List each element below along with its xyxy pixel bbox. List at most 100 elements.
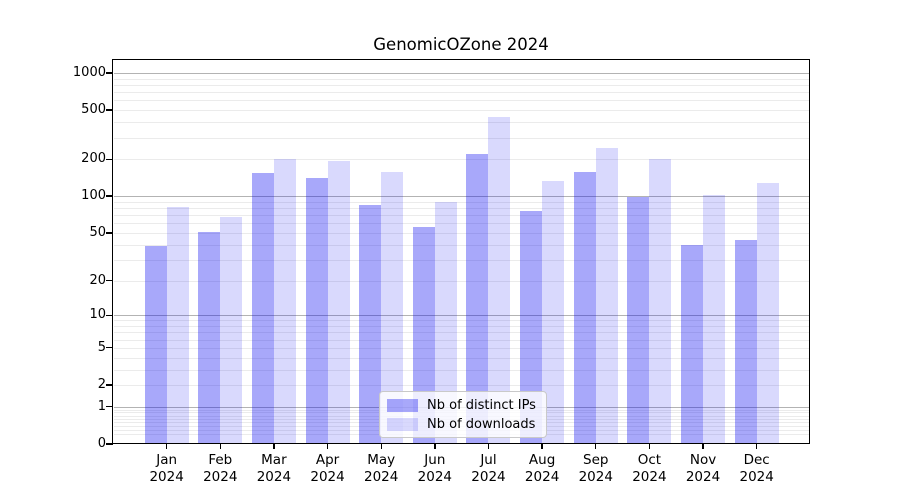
gridline-minor <box>113 326 809 327</box>
gridline-minor <box>113 208 809 210</box>
x-tick-label: Nov 2024 <box>685 452 721 485</box>
bar-distinct-ips <box>359 205 382 444</box>
bar-distinct-ips <box>198 231 221 444</box>
bar-downloads <box>649 159 672 444</box>
y-tick-mark <box>106 347 113 349</box>
y-tick-mark <box>106 195 113 197</box>
y-tick-label: 1 <box>97 398 106 414</box>
gridline-minor <box>113 137 809 139</box>
gridline-minor <box>113 357 809 359</box>
bar-downloads <box>542 181 565 444</box>
x-tick-mark <box>541 444 543 449</box>
legend: Nb of distinct IPs Nb of downloads <box>379 391 547 438</box>
chart-title: GenomicOZone 2024 <box>373 35 549 54</box>
x-tick-mark <box>487 444 490 449</box>
bar-downloads <box>273 158 296 444</box>
gridline-major <box>113 315 809 317</box>
legend-swatch-distinct-ips <box>387 399 418 412</box>
x-tick-mark <box>434 444 436 449</box>
x-tick-label: Dec 2024 <box>739 452 774 485</box>
gridline-minor <box>113 100 809 102</box>
bar-distinct-ips <box>466 154 489 444</box>
y-tick-mark <box>106 279 113 282</box>
gridline-minor <box>113 84 809 86</box>
gridline-minor <box>113 369 809 371</box>
bar-downloads <box>381 172 404 444</box>
gridline-minor <box>113 92 809 94</box>
legend-item-downloads: Nb of downloads <box>387 415 546 434</box>
y-tick-label: 50 <box>89 224 106 240</box>
y-tick-label: 500 <box>81 102 106 118</box>
x-tick-mark <box>380 444 382 449</box>
y-tick-mark <box>106 314 113 316</box>
legend-label-downloads: Nb of downloads <box>427 417 536 432</box>
y-tick-label: 100 <box>81 188 106 204</box>
bar-downloads <box>488 117 511 444</box>
x-tick-mark <box>595 444 597 449</box>
gridline-minor <box>113 332 809 334</box>
gridline-minor <box>113 280 809 282</box>
x-tick-label: Jun 2024 <box>417 452 452 485</box>
legend-item-distinct-ips: Nb of distinct IPs <box>387 396 546 415</box>
gridline-minor <box>113 232 809 234</box>
gridline-minor <box>113 339 809 341</box>
x-tick-label: Apr 2024 <box>310 452 345 485</box>
x-tick-label: Sep 2024 <box>578 452 613 485</box>
bar-downloads <box>327 161 350 444</box>
y-tick-mark <box>106 158 113 160</box>
gridline-minor <box>113 385 809 386</box>
gridline-minor <box>113 223 809 225</box>
bar-downloads <box>434 201 457 444</box>
gridline-minor <box>113 110 809 112</box>
legend-swatch-downloads <box>387 418 418 431</box>
x-tick-mark <box>326 444 329 449</box>
gridline-minor <box>113 78 809 80</box>
x-tick-label: May 2024 <box>364 452 399 485</box>
bar-distinct-ips <box>305 177 328 444</box>
x-tick-label: Oct 2024 <box>632 452 667 485</box>
x-tick-mark <box>165 444 168 449</box>
x-tick-mark <box>702 444 704 449</box>
bar-downloads <box>756 183 779 444</box>
bar-downloads <box>703 195 726 444</box>
x-tick-mark <box>273 444 275 449</box>
bar-distinct-ips <box>251 172 274 444</box>
gridline-minor <box>113 347 809 349</box>
y-tick-mark <box>106 72 113 74</box>
y-tick-mark <box>106 232 113 234</box>
gridline-minor <box>113 201 809 203</box>
bar-distinct-ips <box>412 226 435 444</box>
y-tick-label: 200 <box>81 151 106 167</box>
x-tick-label: Jul 2024 <box>471 452 506 485</box>
bar-distinct-ips <box>681 244 704 444</box>
gridline-minor <box>113 159 809 161</box>
x-tick-mark <box>648 444 651 449</box>
y-tick-label: 10 <box>89 307 106 323</box>
x-tick-label: Mar 2024 <box>256 452 292 485</box>
y-tick-mark <box>106 384 113 386</box>
legend-label-distinct-ips: Nb of distinct IPs <box>427 398 536 413</box>
y-tick-mark <box>106 109 113 111</box>
gridline-minor <box>113 320 809 322</box>
bar-distinct-ips <box>144 245 167 444</box>
x-tick-mark <box>219 444 221 449</box>
x-tick-label: Aug 2024 <box>524 452 560 485</box>
bar-downloads <box>166 207 189 444</box>
bar-distinct-ips <box>573 172 596 444</box>
bar-distinct-ips <box>734 239 757 444</box>
bar-downloads <box>595 148 618 444</box>
x-tick-label: Jan 2024 <box>149 452 184 485</box>
y-tick-label: 20 <box>89 272 106 288</box>
bar-distinct-ips <box>520 211 543 444</box>
y-tick-label: 2 <box>97 377 106 392</box>
bar-distinct-ips <box>627 197 650 444</box>
y-tick-label: 0 <box>97 436 106 451</box>
gridline-major <box>113 196 809 198</box>
gridline-minor <box>113 259 809 261</box>
x-tick-label: Feb 2024 <box>203 452 238 485</box>
gridline-minor <box>113 215 809 217</box>
gridline-minor <box>113 244 809 246</box>
y-tick-label: 1000 <box>72 64 106 80</box>
y-tick-mark <box>106 443 113 445</box>
